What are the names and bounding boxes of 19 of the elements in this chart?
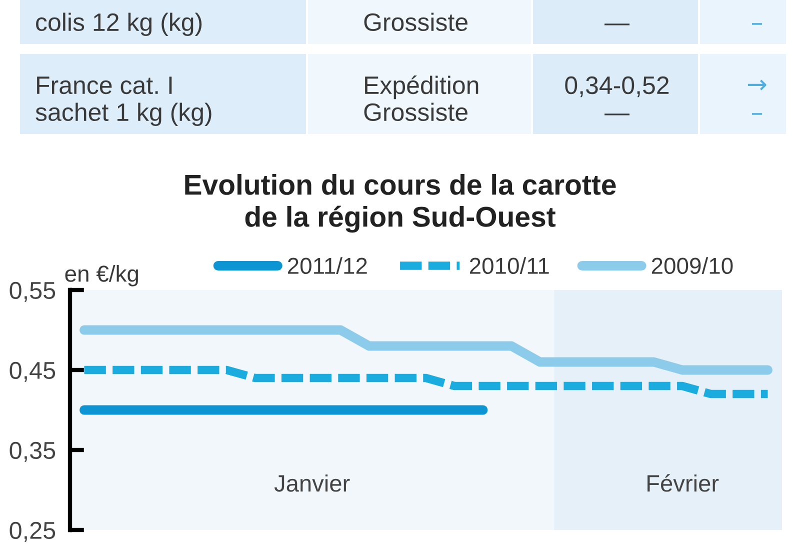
text: 0,34-0,52 —	[565, 76, 669, 116]
y-tick-label: 0,35	[10, 442, 56, 462]
text: France cat. I sachet 1 kg (kg)	[36, 76, 212, 126]
chart-title: Evolution du cours de la carotte de la région Sud-Ouest	[185, 174, 616, 233]
legend-label: 2010/11	[470, 257, 549, 274]
x-tick-label: Février	[648, 474, 719, 492]
legend-label: 2011/12	[288, 257, 367, 274]
text: –	[752, 23, 762, 25]
text: —	[604, 24, 630, 26]
text: → –	[748, 80, 766, 115]
y-tick-label: 0,45	[10, 362, 56, 382]
y-tick-label: 0,25	[10, 522, 56, 542]
text: Grossiste	[364, 12, 468, 32]
text: Expédition Grossiste	[364, 75, 478, 122]
legend-label: 2009/10	[652, 257, 733, 274]
y-axis-title: en €/kg	[65, 265, 138, 286]
x-tick-label: Janvier	[274, 474, 350, 492]
y-tick-label: 0,55	[10, 282, 56, 302]
text: colis 12 kg (kg)	[36, 12, 202, 36]
